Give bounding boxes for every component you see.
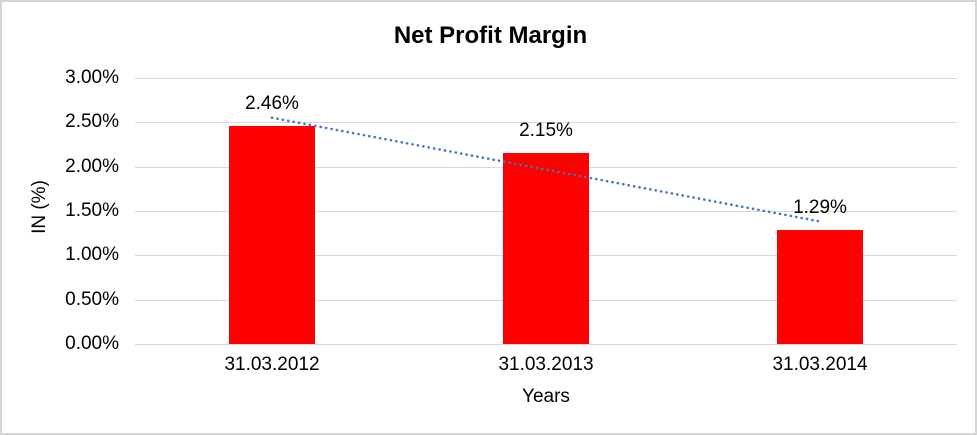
bar (229, 125, 315, 344)
y-tick-label: 2.50% (65, 111, 119, 133)
y-tick-label: 0.00% (65, 333, 119, 354)
y-tick-label: 1.50% (65, 200, 119, 221)
data-label: 2.46% (245, 92, 299, 114)
x-tick-label: 31.03.2012 (224, 354, 320, 375)
x-tick-label: 31.03.2014 (772, 354, 868, 375)
x-tick-label: 31.03.2013 (498, 354, 594, 375)
bar (777, 229, 863, 344)
chart-title: Net Profit Margin (393, 22, 588, 49)
y-tick-label: 1.00% (65, 244, 119, 266)
y-tick-label: 3.00% (65, 67, 119, 88)
gridline (135, 78, 957, 79)
data-label: 1.29% (793, 196, 847, 218)
gridline (135, 344, 957, 345)
y-tick-label: 0.50% (65, 288, 119, 310)
bar (503, 153, 589, 344)
y-tick-label: 2.00% (65, 155, 119, 177)
data-label: 2.15% (519, 120, 573, 142)
x-axis-title: Years (522, 386, 570, 407)
